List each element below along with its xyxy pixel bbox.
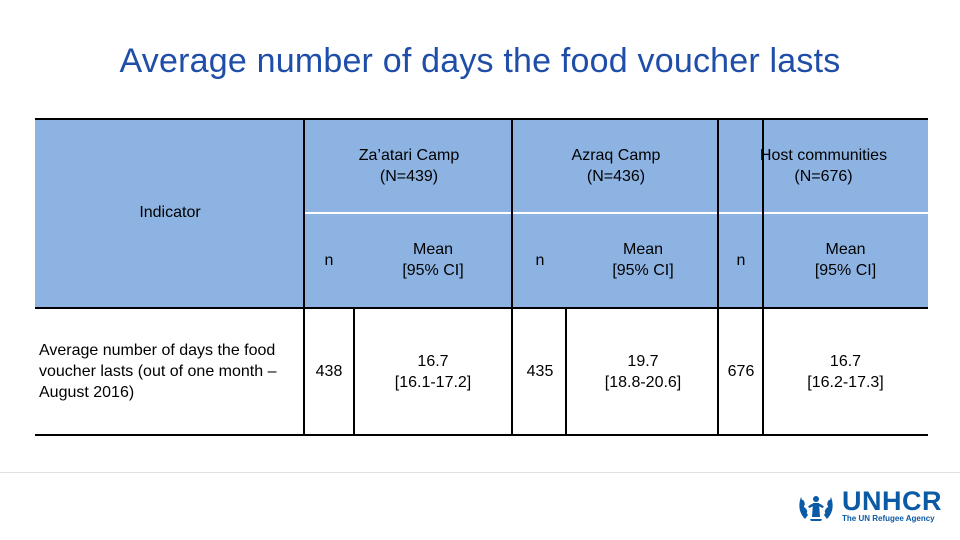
value-n-azraq: 435: [526, 363, 554, 380]
sub-n-host: n: [719, 213, 763, 307]
value-mean-zaatari: 16.7 [16.1-17.2]: [394, 352, 472, 391]
sub-mean-host: Mean [95% CI]: [763, 213, 928, 307]
header-divider: [305, 212, 928, 214]
table-bottom-border: [35, 434, 928, 436]
indicator-header: Indicator: [139, 204, 201, 221]
sub-mean-azraq: Mean [95% CI]: [567, 213, 719, 307]
table-top-border: [35, 118, 928, 120]
sub-n-azraq: n: [513, 213, 567, 307]
group-name-zaatari: Za’atari Camp: [358, 146, 460, 164]
header-bottom-border: [35, 307, 928, 309]
indicator-header-cell: Indicator: [35, 118, 305, 307]
sub-mean-zaatari: Mean [95% CI]: [353, 213, 513, 307]
col-border-4: [565, 307, 567, 436]
col-border-5: [717, 118, 719, 436]
group-header-azraq: Azraq Camp (N=436): [513, 118, 719, 213]
value-n-zaatari: 438: [315, 363, 343, 380]
unhcr-name: UNHCR: [842, 486, 942, 516]
unhcr-tagline: The UN Refugee Agency: [842, 514, 935, 523]
value-mean-host: 16.7 [16.2-17.3]: [807, 352, 884, 391]
group-total-azraq: (N=436): [586, 167, 646, 185]
row-label: Average number of days the food voucher …: [39, 342, 277, 401]
col-border-6: [762, 118, 764, 436]
sub-n-zaatari: n: [305, 213, 353, 307]
group-name-azraq: Azraq Camp: [571, 146, 661, 164]
value-n-host: 676: [727, 363, 755, 380]
group-total-host: (N=676): [794, 167, 853, 185]
col-border-2: [353, 307, 355, 436]
unhcr-emblem-icon: [799, 496, 833, 521]
col-border-3: [511, 118, 513, 436]
group-header-zaatari: Za’atari Camp (N=439): [305, 118, 513, 213]
unhcr-logo: UNHCR The UN Refugee Agency: [796, 486, 946, 526]
group-header-host: Host communities (N=676): [719, 118, 928, 213]
col-border-1: [303, 118, 305, 436]
unhcr-wordmark: UNHCR The UN Refugee Agency: [842, 488, 942, 524]
results-table: Indicator Za’atari Camp (N=439) Azraq Ca…: [35, 118, 928, 436]
page-title: Average number of days the food voucher …: [119, 42, 841, 80]
group-total-zaatari: (N=439): [379, 167, 439, 185]
value-mean-azraq: 19.7 [18.8-20.6]: [604, 352, 682, 391]
group-name-host: Host communities: [759, 146, 888, 164]
footer-divider: [0, 472, 960, 473]
